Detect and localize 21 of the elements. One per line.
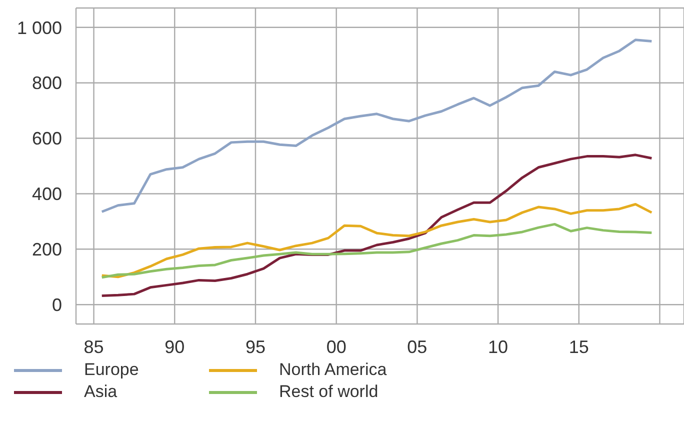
legend-label: Europe (84, 360, 139, 380)
y-tick-label: 0 (52, 294, 62, 315)
legend-label: North America (279, 360, 387, 380)
legend-label: Rest of world (279, 382, 378, 402)
x-tick-label: 90 (164, 336, 185, 357)
legend-label: Asia (84, 382, 118, 402)
line-series (100, 154, 653, 297)
y-tick-label: 600 (32, 128, 62, 149)
x-tick-label: 95 (245, 336, 266, 357)
y-tick-label: 200 (32, 240, 62, 260)
y-tick-label: 800 (32, 73, 62, 94)
x-tick-label: 15 (568, 336, 589, 357)
x-tick-label: 10 (488, 336, 508, 357)
x-tick-label: 05 (407, 336, 428, 357)
x-tick-label: 85 (84, 336, 104, 357)
y-tick-label: 400 (32, 184, 62, 204)
line-series (100, 203, 653, 278)
y-tick-label: 1 000 (16, 18, 62, 38)
line-series (100, 222, 653, 279)
line-series (100, 38, 653, 213)
x-tick-label: 00 (326, 336, 346, 357)
